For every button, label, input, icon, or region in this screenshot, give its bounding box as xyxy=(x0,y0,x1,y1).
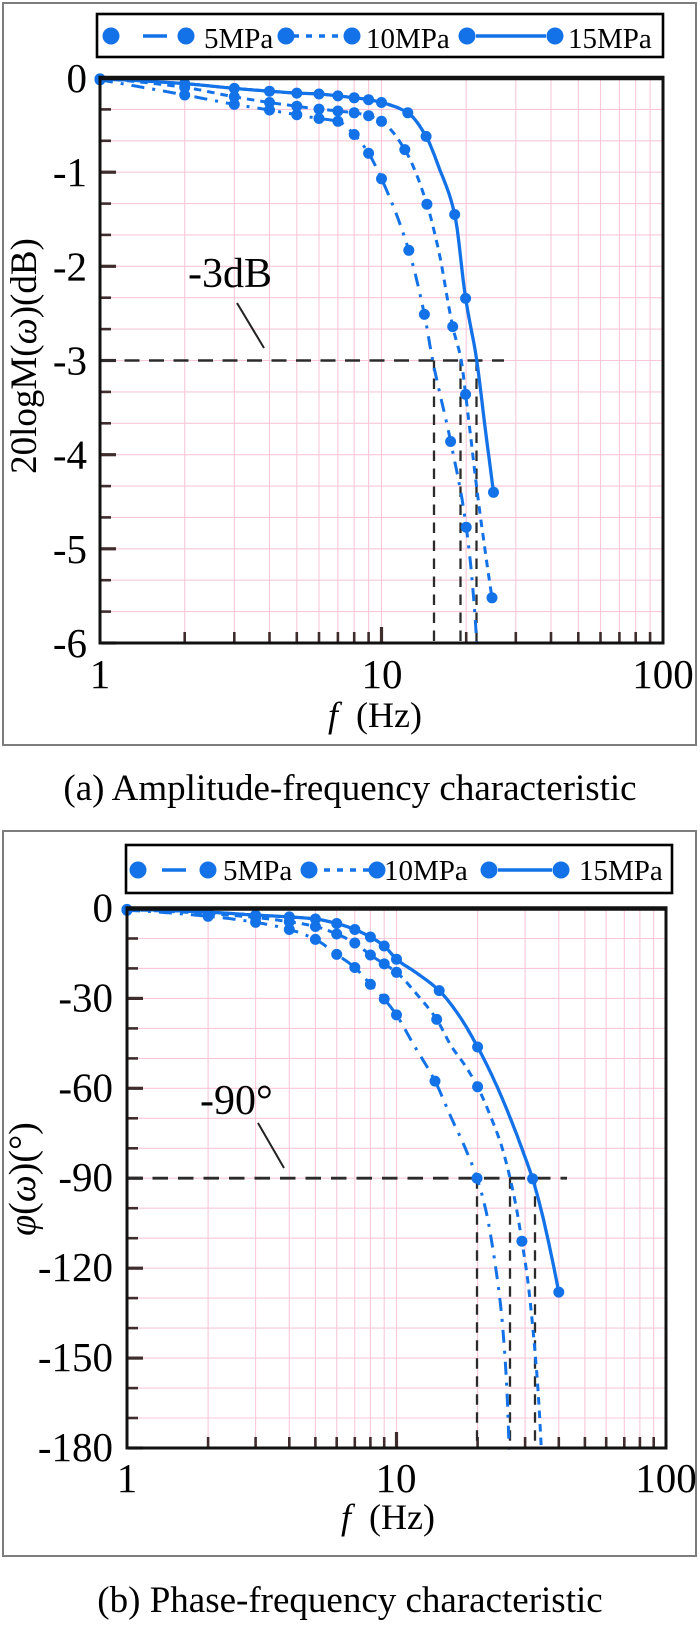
svg-text:0: 0 xyxy=(67,55,88,101)
svg-text:-3: -3 xyxy=(53,338,87,384)
svg-text:-30: -30 xyxy=(58,974,113,1020)
svg-text:-90: -90 xyxy=(58,1154,113,1200)
svg-text:100: 100 xyxy=(635,1455,697,1501)
svg-text:-1: -1 xyxy=(53,149,87,195)
svg-text:-180: -180 xyxy=(38,1424,113,1470)
svg-text:(b) Phase-frequency characteri: (b) Phase-frequency characteristic xyxy=(97,1580,602,1621)
svg-text:10: 10 xyxy=(376,1455,417,1501)
svg-text:-150: -150 xyxy=(38,1334,113,1380)
svg-text:-5: -5 xyxy=(53,526,87,572)
svg-text:φ(ω)(°): φ(ω)(°) xyxy=(2,1122,44,1236)
svg-text:-4: -4 xyxy=(53,432,87,478)
svg-text:0: 0 xyxy=(93,885,114,931)
svg-text:(a) Amplitude-frequency charac: (a) Amplitude-frequency characteristic xyxy=(63,768,636,809)
svg-text:10MPa: 10MPa xyxy=(366,23,450,55)
svg-text:-2: -2 xyxy=(53,243,87,289)
svg-text:-60: -60 xyxy=(58,1064,113,1110)
svg-text:1: 1 xyxy=(117,1455,138,1501)
svg-text:15MPa: 15MPa xyxy=(568,23,652,55)
svg-text:-3dB: -3dB xyxy=(188,251,272,297)
svg-text:-120: -120 xyxy=(38,1244,113,1290)
svg-text:f (Hz): f (Hz) xyxy=(341,1497,435,1537)
svg-text:5MPa: 5MPa xyxy=(223,855,292,887)
svg-text:15MPa: 15MPa xyxy=(579,855,663,887)
svg-text:10MPa: 10MPa xyxy=(384,855,468,887)
svg-text:100: 100 xyxy=(632,651,694,697)
svg-text:5MPa: 5MPa xyxy=(204,23,273,55)
svg-text:10: 10 xyxy=(362,651,403,697)
svg-text:f (Hz): f (Hz) xyxy=(328,695,422,735)
svg-text:1: 1 xyxy=(90,651,111,697)
svg-text:20logM(ω)(dB): 20logM(ω)(dB) xyxy=(4,238,45,474)
svg-text:-6: -6 xyxy=(53,620,87,666)
svg-text:-90°: -90° xyxy=(200,1078,273,1124)
